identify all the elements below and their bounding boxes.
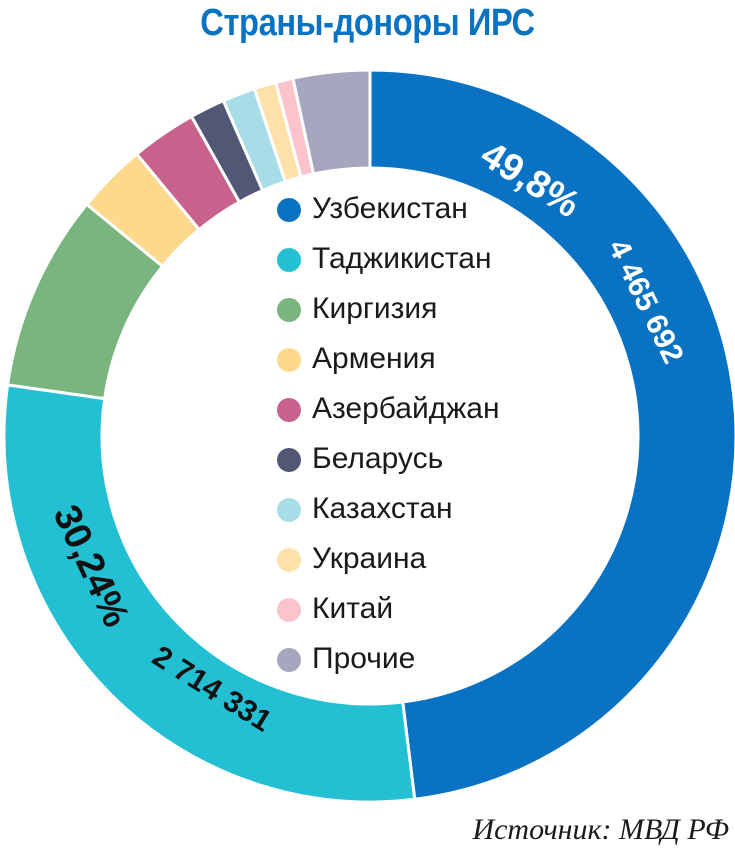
legend-label: Киргизия: [312, 292, 437, 325]
segment-10: [291, 68, 372, 176]
legend-label: Китай: [312, 592, 393, 625]
legend-marker: [277, 498, 301, 522]
segment-2: [2, 383, 417, 804]
legend-item-7: Казахстан: [277, 492, 453, 525]
legend-item-2: Таджикистан: [277, 242, 492, 275]
legend-item-6: Беларусь: [277, 442, 443, 475]
legend-label: Азербайджан: [312, 392, 500, 425]
legend-item-9: Китай: [277, 592, 393, 625]
legend-label: Узбекистан: [312, 192, 468, 225]
legend-marker: [277, 398, 301, 422]
legend-item-4: Армения: [277, 342, 436, 375]
legend-label: Украина: [312, 542, 427, 575]
source-note: Источник: МВД РФ: [472, 813, 729, 846]
legend-item-3: Киргизия: [277, 292, 437, 325]
donut-segments: [2, 68, 735, 804]
legend-item-5: Азербайджан: [277, 392, 500, 425]
legend-marker: [277, 598, 301, 622]
legend-item-8: Украина: [277, 542, 427, 575]
legend-marker: [277, 448, 301, 472]
legend: Узбекистан Таджикистан Киргизия Армения Азер…: [277, 192, 500, 675]
legend-label: Прочие: [312, 642, 415, 675]
legend-label: Казахстан: [312, 492, 453, 525]
legend-label: Беларусь: [312, 442, 443, 475]
legend-marker: [277, 348, 301, 372]
legend-marker: [277, 548, 301, 572]
legend-marker: [277, 298, 301, 322]
segment-1: [368, 68, 735, 801]
legend-marker: [277, 248, 301, 272]
chart-title: Страны-доноры ИРС: [200, 2, 535, 44]
legend-marker: [277, 648, 301, 672]
legend-marker: [277, 198, 301, 222]
legend-item-1: Узбекистан: [277, 192, 468, 225]
legend-item-10: Прочие: [277, 642, 415, 675]
legend-label: Таджикистан: [312, 242, 492, 275]
legend-label: Армения: [312, 342, 436, 375]
